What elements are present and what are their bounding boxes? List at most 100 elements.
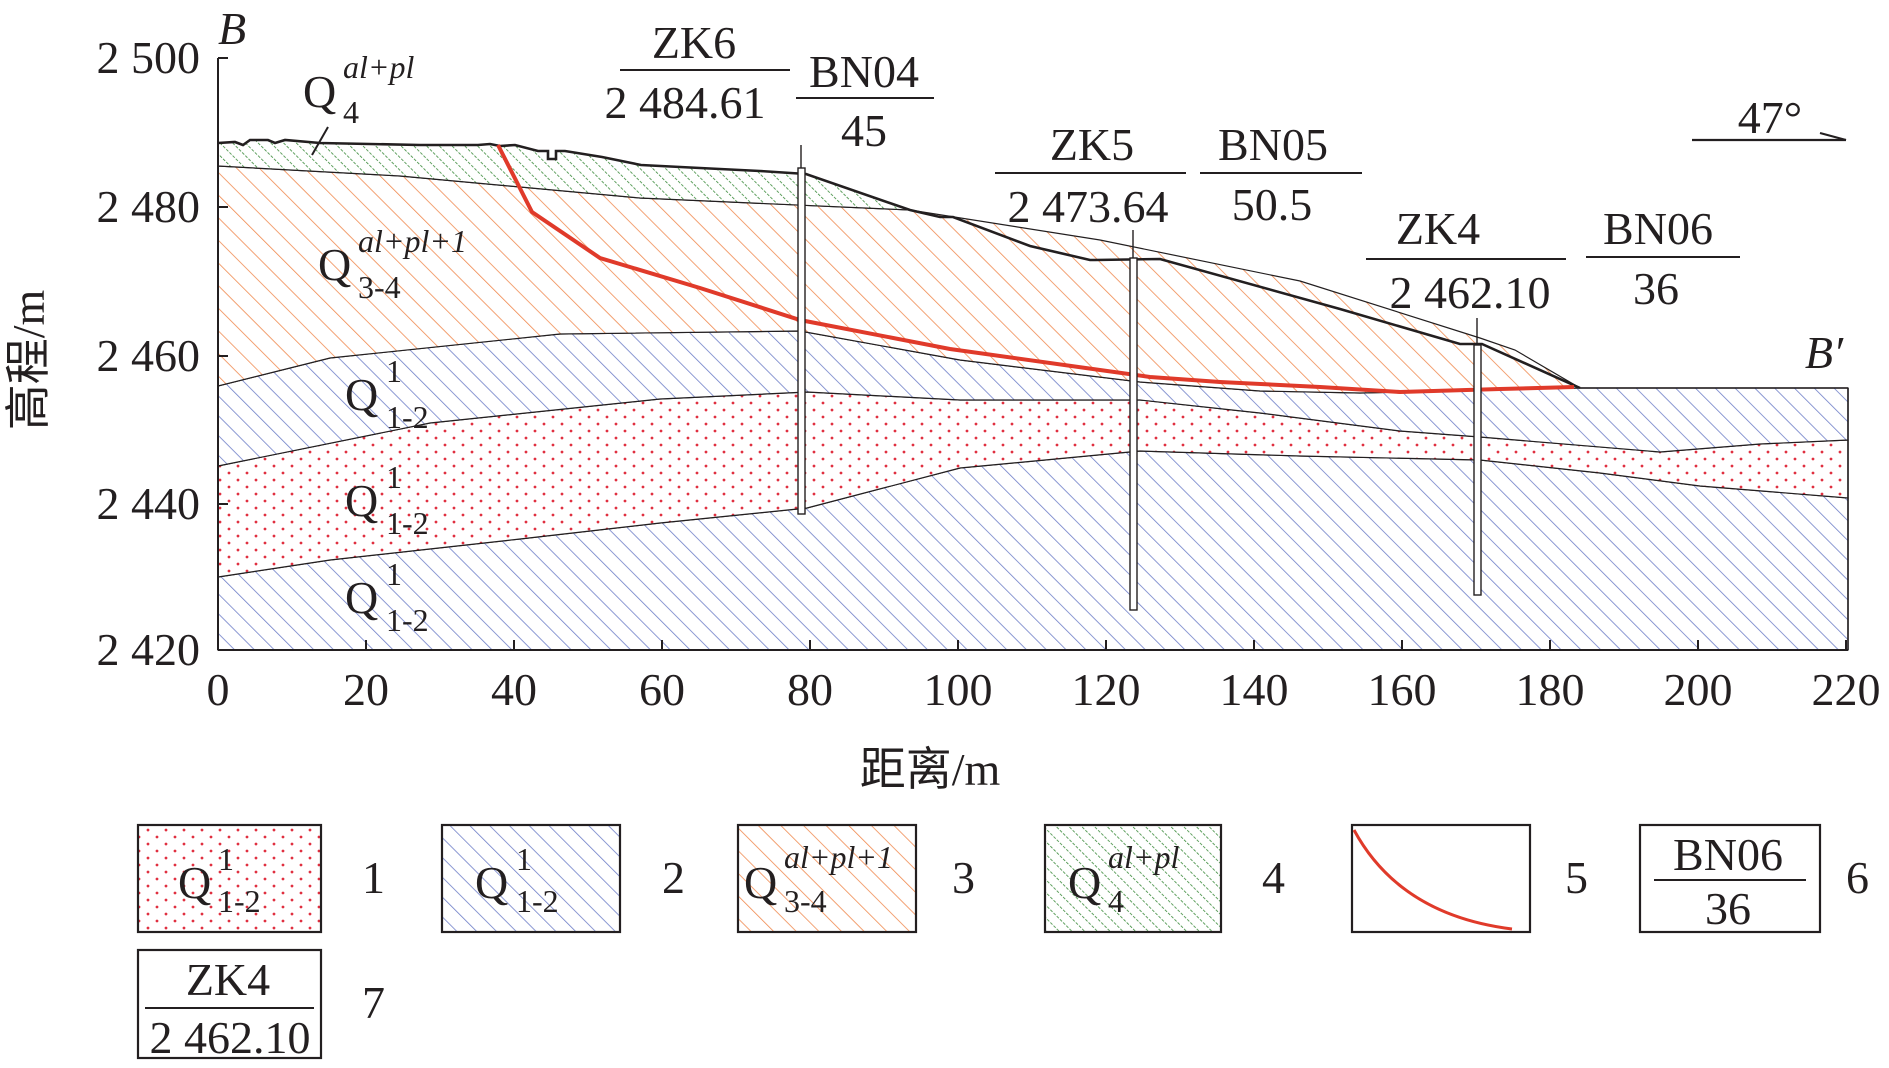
legend-sym: Q [744, 857, 777, 908]
annotation-bn05: BN05 50.5 [1200, 119, 1362, 230]
legend: Q 1 1-2 1 Q 1 1-2 2 Q al+pl+1 3-4 3 Q al… [136, 823, 1869, 1063]
x-tick-label: 20 [343, 664, 389, 715]
legend-item-4: Q al+pl 4 4 [1043, 823, 1285, 934]
legend-sup: al+pl+1 [784, 839, 893, 875]
legend-number: 3 [952, 852, 975, 903]
y-tick-label: 2 440 [97, 478, 201, 529]
legend-number: 5 [1565, 852, 1588, 903]
section-end-label: B′ [1805, 327, 1844, 378]
point-value: 45 [841, 105, 887, 156]
borehole-elevation: 2 473.64 [1008, 181, 1169, 232]
x-tick-marks [217, 640, 1847, 650]
label-q12-sup: 1 [386, 353, 402, 389]
legend-number: 2 [662, 852, 685, 903]
point-value: 50.5 [1232, 179, 1313, 230]
annotation-bn06: BN06 36 [1586, 203, 1740, 314]
legend-sym: Q [178, 857, 211, 908]
label-q12-lower: Q 1 1-2 [345, 556, 429, 638]
label-q4-sub: 4 [343, 94, 359, 130]
label-q34-sup: al+pl+1 [358, 223, 467, 259]
label-q34-sub: 3-4 [358, 269, 401, 305]
point-id: BN05 [1218, 119, 1328, 170]
legend-item-1: Q 1 1-2 1 [136, 823, 385, 934]
slip-surface-line [496, 144, 1575, 395]
x-axis-title: 距离/m [860, 744, 1001, 795]
point-id: BN06 [1603, 203, 1713, 254]
legend-number: 6 [1846, 852, 1869, 903]
x-tick-label: 60 [639, 664, 685, 715]
label-q34-sym: Q [318, 239, 351, 290]
x-tick-label: 200 [1664, 664, 1733, 715]
label-q4-sup: al+pl [343, 49, 414, 85]
legend-number: 7 [362, 977, 385, 1028]
x-tick-label: 40 [491, 664, 537, 715]
legend-sub: 3-4 [784, 883, 827, 919]
x-tick-label: 160 [1368, 664, 1437, 715]
legend-item-5: 5 [1350, 823, 1588, 934]
label-q12-sym: Q [345, 475, 378, 526]
borehole-zk6 [797, 145, 806, 515]
legend-sub: 1-2 [218, 883, 261, 919]
direction-angle: 47° [1738, 92, 1802, 143]
label-q12-sub: 1-2 [386, 505, 429, 541]
direction-indicator: 47° [1692, 92, 1847, 143]
point-id: BN04 [809, 46, 919, 97]
legend-sub: 4 [1108, 883, 1124, 919]
label-q12-upper: Q 1 1-2 [345, 353, 429, 435]
legend-item-6: BN06 36 6 [1638, 823, 1869, 934]
x-tick-label: 80 [787, 664, 833, 715]
legend-sup: 1 [516, 841, 532, 877]
label-q12-middle: Q 1 1-2 [345, 459, 429, 541]
x-tick-label: 100 [924, 664, 993, 715]
borehole-zk4 [1473, 318, 1482, 596]
label-q12-sub: 1-2 [386, 399, 429, 435]
y-axis [217, 57, 228, 650]
borehole-zk5 [1129, 230, 1138, 611]
legend-number: 4 [1262, 852, 1285, 903]
label-q4: Q al+pl 4 [303, 49, 414, 156]
annotation-zk5: ZK5 2 473.64 [995, 119, 1186, 232]
legend-sup: al+pl [1108, 839, 1179, 875]
legend-sub: 1-2 [516, 883, 559, 919]
y-axis-title: 高程/m [3, 290, 54, 431]
annotation-bn04: BN04 45 [796, 46, 934, 156]
legend-sym: Q [1068, 857, 1101, 908]
x-tick-label: 180 [1516, 664, 1585, 715]
annotation-zk4: ZK4 2 462.10 [1366, 203, 1566, 318]
borehole-id: ZK6 [652, 17, 736, 68]
legend-item-7: ZK4 2 462.10 7 [136, 948, 385, 1063]
legend-slip-line-sample [1352, 829, 1513, 931]
label-q34: Q al+pl+1 3-4 [318, 223, 467, 305]
legend-item-2: Q 1 1-2 2 [440, 823, 685, 934]
legend-item-3: Q al+pl+1 3-4 3 [736, 823, 975, 934]
label-q12-sup: 1 [386, 459, 402, 495]
y-tick-label: 2 420 [97, 624, 201, 675]
legend-bottom: 2 462.10 [150, 1012, 311, 1063]
label-q12-sub: 1-2 [386, 602, 429, 638]
borehole-id: ZK5 [1050, 119, 1134, 170]
annotation-zk6: ZK6 2 484.61 [605, 17, 790, 128]
legend-top: ZK4 [186, 954, 270, 1005]
label-q4-sym: Q [303, 66, 336, 117]
x-tick-label: 220 [1812, 664, 1881, 715]
legend-top: BN06 [1673, 829, 1783, 880]
legend-bottom: 36 [1705, 883, 1751, 934]
section-start-label: B [218, 3, 246, 54]
legend-number: 1 [362, 852, 385, 903]
label-q12-sup: 1 [386, 556, 402, 592]
ground-surface-line [217, 138, 1581, 390]
label-q12-sym: Q [345, 572, 378, 623]
borehole-elevation: 2 484.61 [605, 77, 766, 128]
y-tick-label: 2 500 [97, 32, 201, 83]
y-tick-label: 2 460 [97, 330, 201, 381]
legend-sup: 1 [218, 841, 234, 877]
point-value: 36 [1633, 263, 1679, 314]
x-tick-label: 0 [207, 664, 230, 715]
legend-sym: Q [475, 857, 508, 908]
borehole-elevation: 2 462.10 [1390, 267, 1551, 318]
x-tick-label: 120 [1072, 664, 1141, 715]
x-tick-label: 140 [1220, 664, 1289, 715]
borehole-id: ZK4 [1396, 203, 1480, 254]
label-q12-sym: Q [345, 369, 378, 420]
